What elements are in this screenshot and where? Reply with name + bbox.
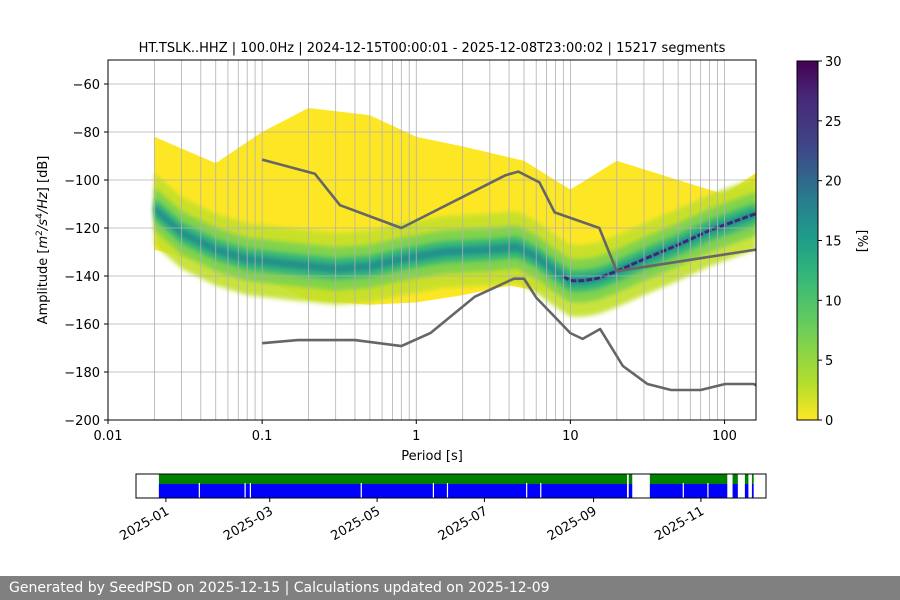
x-axis-ticks: 0.01 0.1 1 10 100 [94,420,737,444]
figure-canvas: HT.TSLK..HHZ | 100.0Hz | 2024-12-15T00:0… [35,41,869,544]
y-tick-label: −100 [64,174,100,189]
timeline-frame [135,473,767,499]
x-tick-label: 0.01 [94,429,123,444]
y-axis-label: Amplitude [m2/s4/Hz] [dB] [35,156,51,325]
timeline-used-segment [158,474,627,484]
timeline-tick-label: 2025-05 [329,504,384,544]
plot-frame [107,59,757,421]
psd-peak-streak [562,212,756,283]
timeline-used-segment [751,474,754,484]
timeline-ticks: 2025-01 2025-03 2025-05 2025-07 2025-09 2025-… [117,498,707,544]
colorbar-gradient [796,60,819,421]
data-timeline: 2025-01 2025-03 2025-05 2025-07 2025-09 2025-… [117,473,767,544]
y-tick-label: −80 [73,126,100,141]
x-tick-label: 10 [562,429,579,444]
colorbar-ticks: 0 5 10 15 20 25 30 [818,55,842,429]
nlnm-curve [262,277,756,392]
y-axis-ticks: −200 −180 −160 −140 −120 −100 −80 −60 [64,78,108,429]
timeline-data-segment [158,484,627,498]
x-tick-label: 0.1 [252,429,273,444]
timeline-used-segment [628,474,633,484]
timeline-used-segment [732,474,738,484]
colorbar-label: [%] [854,230,869,253]
footer-status: Generated by SeedPSD on 2025-12-15 | Cal… [0,576,900,600]
timeline-tick-label: 2025-01 [117,504,172,544]
colorbar-tick-label: 30 [825,55,842,70]
colorbar-tick-label: 10 [825,294,842,309]
timeline-tick-label: 2025-07 [436,504,491,544]
grid-lines [108,60,756,420]
timeline-data-segment [732,484,738,498]
timeline-tick-label: 2025-09 [545,504,600,544]
timeline-segments [158,474,754,498]
timeline-data-segment [744,484,749,498]
timeline-used-segment [649,474,728,484]
x-tick-label: 1 [412,429,420,444]
colorbar-tick-label: 25 [825,115,842,130]
timeline-tick-label: 2025-11 [652,504,707,544]
colorbar: 0 5 10 15 20 25 30 [%] [796,55,869,429]
colorbar-tick-label: 0 [825,414,833,429]
psd-band-peak [154,204,756,286]
colorbar-tick-label: 20 [825,175,842,190]
x-tick-label: 100 [712,429,737,444]
psd-panel: HT.TSLK..HHZ | 100.0Hz | 2024-12-15T00:0… [35,41,757,464]
timeline-data-segment [649,484,728,498]
timeline-data-segment [628,484,633,498]
timeline-data-segment [751,484,754,498]
nhnm-curve [261,158,756,273]
colorbar-tick-label: 15 [825,235,842,250]
y-tick-label: −160 [64,318,100,333]
x-axis-label: Period [s] [401,449,463,464]
y-tick-label: −180 [64,366,100,381]
y-tick-label: −140 [64,270,100,285]
y-tick-label: −120 [64,222,100,237]
colorbar-tick-label: 5 [825,354,833,369]
psd-density-bands [154,172,756,317]
timeline-tick-label: 2025-03 [221,504,276,544]
timeline-used-segment [744,474,749,484]
y-tick-label: −200 [64,414,100,429]
y-tick-label: −60 [73,78,100,93]
chart-title: HT.TSLK..HHZ | 100.0Hz | 2024-12-15T00:0… [139,41,726,56]
